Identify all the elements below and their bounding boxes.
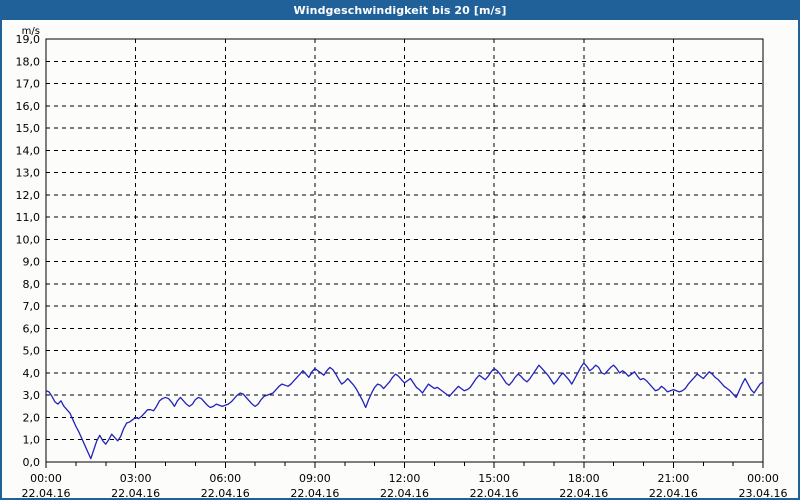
y-axis-tick-labels: 19,0 18,0 17,0 16,0 15,0 14,0 13,0 12,0 11,0 10,0… bbox=[16, 33, 41, 469]
x-tick-time-label: 12:00 bbox=[389, 472, 421, 485]
y-tick-label: 19,0 bbox=[16, 33, 41, 46]
wind-speed-line bbox=[45, 362, 764, 460]
x-tick-time-label: 00:00 bbox=[30, 472, 62, 485]
x-tick-date-label: 22.04.16 bbox=[649, 487, 698, 498]
y-tick-label: 3,0 bbox=[23, 389, 41, 402]
y-axis-unit-label: m/s bbox=[22, 26, 40, 37]
y-tick-label: 11,0 bbox=[16, 211, 41, 224]
y-tick-label: 7,0 bbox=[23, 300, 41, 313]
x-tick-date-label: 22.04.16 bbox=[201, 487, 250, 498]
x-tick-time-label: 09:00 bbox=[299, 472, 331, 485]
x-tick-time-label: 03:00 bbox=[120, 472, 152, 485]
y-tick-label: 9,0 bbox=[23, 256, 41, 269]
y-tick-label: 4,0 bbox=[23, 367, 41, 380]
x-tick-time-label: 06:00 bbox=[209, 472, 241, 485]
x-tick-date-label: 22.04.16 bbox=[111, 487, 160, 498]
y-tick-label: 14,0 bbox=[16, 144, 41, 157]
x-axis-tick-labels: 00:00 22.04.16 03:00 22.04.16 06:00 22.04.16 0… bbox=[22, 472, 788, 498]
y-tick-label: 1,0 bbox=[23, 434, 41, 447]
y-tick-label: 10,0 bbox=[16, 233, 41, 246]
y-axis-unit-label: m/s bbox=[22, 26, 40, 37]
x-tick-time-label: 21:00 bbox=[658, 472, 690, 485]
x-tick-date-label: 22.04.16 bbox=[380, 487, 429, 498]
y-tick-label: 17,0 bbox=[16, 78, 41, 91]
y-tick-label: 18,0 bbox=[16, 55, 41, 68]
y-tick-label: 13,0 bbox=[16, 167, 41, 180]
axis-frame bbox=[45, 38, 764, 463]
gridlines bbox=[46, 38, 763, 462]
y-tick-label: 15,0 bbox=[16, 122, 41, 135]
y-tick-label: 12,0 bbox=[16, 189, 41, 202]
x-tick-time-label: 00:00 bbox=[747, 472, 779, 485]
y-tick-label: 16,0 bbox=[16, 100, 41, 113]
y-tick-label: 6,0 bbox=[23, 322, 41, 335]
wind-speed-line-chart: 19,0 18,0 17,0 16,0 15,0 14,0 13,0 12,0 11,0 10,0… bbox=[16, 26, 788, 498]
y-tick-label: 8,0 bbox=[23, 278, 41, 291]
window-title-bar: Windgeschwindigkeit bis 20 [m/s] bbox=[2, 2, 798, 20]
x-tick-date-label: 22.04.16 bbox=[290, 487, 339, 498]
y-tick-label: 0,0 bbox=[23, 456, 41, 469]
plot-canvas: 19,0 18,0 17,0 16,0 15,0 14,0 13,0 12,0 11,0 10,0… bbox=[2, 20, 798, 498]
x-tick-date-label: 22.04.16 bbox=[470, 487, 519, 498]
x-tick-time-label: 15:00 bbox=[478, 472, 510, 485]
page-title: Windgeschwindigkeit bis 20 [m/s] bbox=[293, 4, 507, 17]
x-minor-ticks bbox=[45, 462, 764, 468]
x-tick-time-label: 18:00 bbox=[568, 472, 600, 485]
x-tick-date-label: 22.04.16 bbox=[559, 487, 608, 498]
y-tick-label: 2,0 bbox=[23, 411, 41, 424]
wind-speed-series bbox=[45, 362, 764, 460]
x-tick-date-label: 23.04.16 bbox=[739, 487, 788, 498]
x-tick-date-label: 22.04.16 bbox=[22, 487, 71, 498]
y-tick-label: 5,0 bbox=[23, 345, 41, 358]
